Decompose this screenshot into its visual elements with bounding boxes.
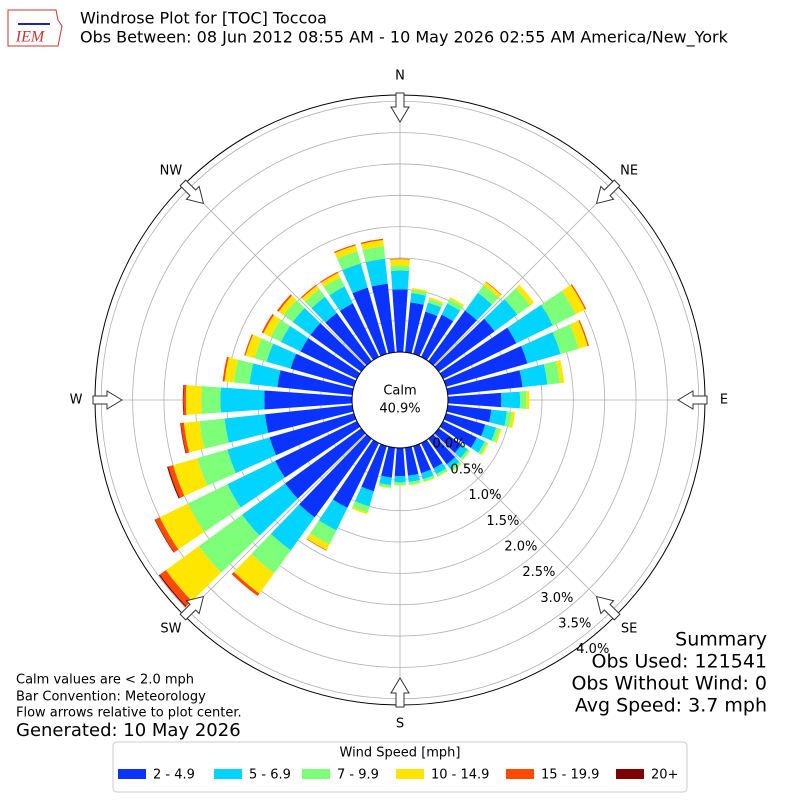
legend-swatch (214, 769, 242, 779)
note: Bar Convention: Meteorology (16, 690, 206, 705)
bar-segment (501, 392, 520, 409)
legend-swatch (616, 769, 644, 779)
bar-segment (526, 391, 529, 409)
flow-arrow-shape (391, 93, 409, 122)
legend-label: 7 - 9.9 (337, 768, 379, 783)
summary-line: Obs Used: 121541 (592, 651, 767, 673)
r-tick-label: 3.5% (558, 616, 591, 631)
grid-spoke (434, 434, 616, 616)
logo: IEM (8, 10, 62, 46)
calm-circle (352, 352, 448, 448)
r-tick-label: 0.5% (450, 462, 483, 477)
flow-arrow (391, 93, 409, 122)
chart-title: Windrose Plot for [TOC] Toccoa (80, 9, 327, 28)
polar-plot (93, 93, 707, 707)
flow-arrow (391, 678, 409, 707)
r-tick-label: 2.5% (522, 565, 555, 580)
chart-subtitle: Obs Between: 08 Jun 2012 08:55 AM - 10 M… (80, 28, 729, 48)
legend-title: Wind Speed [mph] (340, 746, 461, 761)
compass-label: W (70, 393, 83, 408)
summary-line: Obs Without Wind: 0 (571, 673, 767, 695)
r-tick-label: 1.0% (468, 488, 501, 503)
bar-segment (391, 271, 409, 290)
legend-swatch (302, 769, 330, 779)
calm-value: 40.9% (379, 402, 420, 417)
bar-segment (366, 259, 388, 287)
r-tick-label: 2.0% (504, 539, 537, 554)
calm-label: Calm (383, 384, 416, 399)
bar-segment (520, 364, 548, 387)
bar-segment (391, 265, 410, 270)
flow-arrow (93, 391, 122, 409)
note: Calm values are < 2.0 mph (16, 673, 194, 688)
flow-arrow (678, 391, 707, 409)
r-tick-label: 3.0% (540, 591, 573, 606)
bar-segment (392, 289, 407, 352)
legend-label: 20+ (651, 768, 678, 783)
legend-label: 15 - 19.9 (541, 768, 599, 783)
bar-segment (394, 476, 406, 482)
legend-label: 2 - 4.9 (153, 768, 195, 783)
bar-segment (390, 259, 410, 266)
compass-label: SE (621, 622, 637, 637)
legend-label: 10 - 14.9 (431, 768, 489, 783)
r-tick-label: 1.5% (486, 514, 519, 529)
legend-swatch (396, 769, 424, 779)
summary-title: Summary (675, 629, 767, 651)
bar-segment (220, 387, 264, 412)
bar-segment (520, 391, 527, 409)
legend-label: 5 - 6.9 (249, 768, 291, 783)
legend-swatch (506, 769, 534, 779)
bar-segment (224, 414, 268, 443)
bar-segment (448, 393, 501, 407)
flow-arrow-shape (93, 391, 122, 409)
compass-label: N (395, 69, 405, 84)
compass-label: NW (160, 163, 183, 178)
r-tick-label: 4.0% (576, 642, 609, 657)
compass-label: S (396, 717, 404, 732)
logo-text: IEM (15, 29, 46, 46)
bar-segment (249, 363, 280, 387)
bar-segment (202, 386, 221, 414)
bar-segment (394, 482, 406, 485)
legend-swatch (118, 769, 146, 779)
bar-segment (395, 448, 406, 476)
note: Flow arrows relative to plot center. (16, 706, 242, 721)
bar-segment (200, 418, 229, 448)
flow-arrow-shape (678, 391, 707, 409)
compass-label: SW (160, 622, 181, 637)
summary-line: Avg Speed: 3.7 mph (575, 695, 767, 717)
bar-segment (489, 410, 507, 426)
compass-label: NE (620, 163, 638, 178)
generated: Generated: 10 May 2026 (16, 720, 241, 741)
flow-arrow-shape (391, 678, 409, 707)
compass-label: E (720, 393, 728, 408)
r-tick-label: 0.0% (432, 437, 465, 452)
bar-segment (186, 385, 202, 415)
